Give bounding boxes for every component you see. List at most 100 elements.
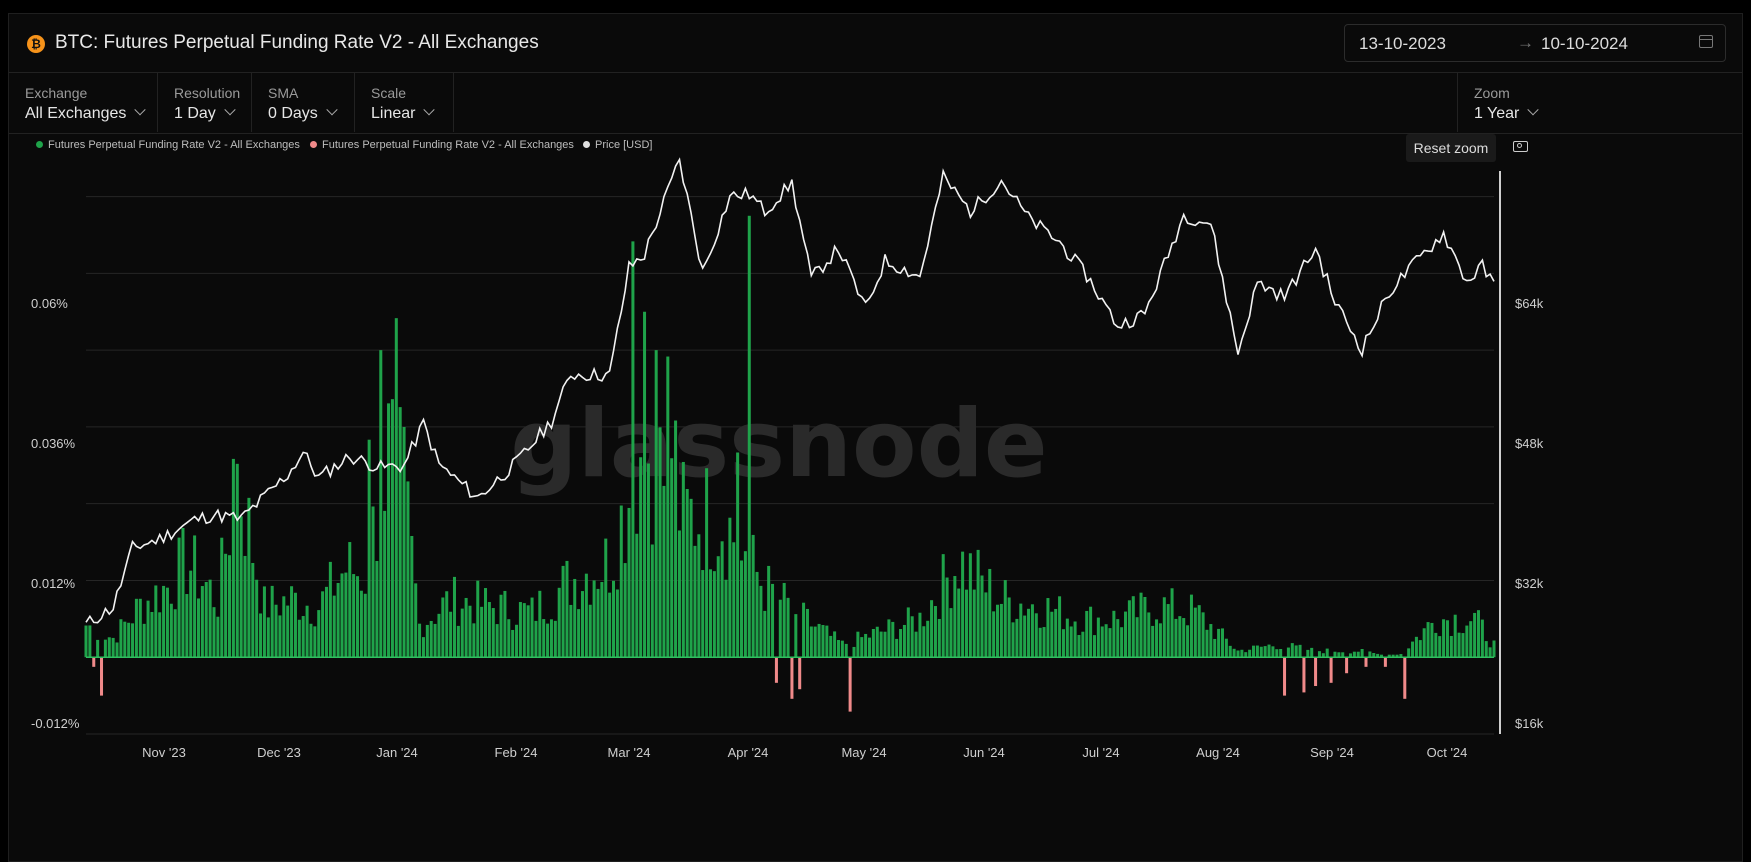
price-line	[85, 157, 1495, 624]
funding-bar-positive	[138, 598, 142, 658]
funding-bar-positive	[1252, 645, 1256, 658]
funding-bar-positive	[930, 600, 934, 658]
legend-item-funding-positive[interactable]: Futures Perpetual Funding Rate V2 - All …	[36, 139, 300, 151]
funding-bar-negative	[1329, 657, 1333, 683]
funding-bar-positive	[1453, 614, 1457, 658]
funding-bar-positive	[1193, 607, 1197, 658]
exchange-select[interactable]: Exchange All Exchanges	[9, 72, 158, 132]
funding-bar-positive	[1317, 651, 1321, 658]
reset-zoom-button[interactable]: Reset zoom	[1406, 134, 1496, 162]
funding-bar-positive	[1337, 652, 1341, 658]
funding-bar-positive	[534, 620, 538, 658]
date-end-input[interactable]: 10-10-2024	[1541, 34, 1628, 53]
x-tick-label: May '24	[841, 745, 887, 760]
scale-select[interactable]: Scale Linear	[355, 72, 454, 132]
sma-label: SMA	[268, 85, 299, 101]
y-right-tick: $16k	[1515, 716, 1544, 731]
funding-bar-positive	[825, 625, 829, 658]
funding-bar-positive	[1352, 651, 1356, 658]
legend-item-price[interactable]: Price [USD]	[583, 139, 652, 151]
funding-bar-positive	[414, 583, 418, 658]
funding-bar-positive	[1380, 654, 1384, 658]
funding-bar-positive	[646, 463, 650, 658]
funding-bar-positive	[313, 626, 317, 658]
funding-bar-positive	[1096, 617, 1100, 658]
funding-bar-positive	[899, 629, 903, 658]
funding-bar-positive	[421, 637, 425, 658]
funding-bar-positive	[1030, 604, 1034, 658]
bitcoin-icon: ₿	[27, 35, 45, 53]
resolution-value[interactable]: 1 Day	[174, 104, 236, 123]
funding-bar-positive	[1376, 653, 1380, 658]
funding-bar-positive	[402, 426, 406, 658]
y-right-tick: $32k	[1515, 576, 1544, 591]
x-tick-label: Jan '24	[376, 745, 418, 760]
funding-bar-positive	[181, 527, 185, 658]
funding-bar-positive	[131, 623, 135, 658]
funding-bar-positive	[1108, 628, 1112, 658]
funding-bar-positive	[1263, 646, 1267, 658]
y-left-tick: 0.036%	[31, 436, 76, 451]
funding-bar-positive	[293, 592, 297, 658]
funding-bar-positive	[1220, 628, 1224, 658]
funding-bar-positive	[418, 623, 422, 658]
funding-bar-positive	[224, 553, 228, 658]
camera-icon[interactable]	[1513, 141, 1528, 152]
funding-bar-positive	[910, 616, 914, 658]
funding-bar-negative	[92, 657, 96, 667]
date-start-input[interactable]: 13-10-2023	[1359, 34, 1446, 53]
funding-bar-positive	[1054, 608, 1058, 658]
funding-bar-positive	[495, 624, 499, 658]
funding-bar-positive	[1011, 622, 1015, 658]
funding-bar-positive	[592, 580, 596, 658]
funding-bar-positive	[1015, 618, 1019, 658]
funding-bar-positive	[115, 642, 119, 658]
funding-bar-positive	[1434, 632, 1438, 658]
funding-bar-positive	[1147, 612, 1151, 658]
funding-bar-positive	[142, 623, 146, 658]
funding-bar-positive	[1205, 629, 1209, 658]
funding-bar-positive	[836, 640, 840, 658]
funding-bar-positive	[235, 463, 239, 658]
funding-bar-positive	[1321, 653, 1325, 658]
funding-bar-positive	[612, 580, 616, 658]
sma-value[interactable]: 0 Days	[268, 104, 338, 123]
funding-bar-positive	[1050, 611, 1054, 658]
zoom-value[interactable]: 1 Year	[1474, 104, 1540, 123]
funding-bar-positive	[1279, 648, 1283, 658]
funding-bar-positive	[1027, 608, 1031, 658]
resolution-select[interactable]: Resolution 1 Day	[158, 72, 252, 132]
funding-bar-positive	[1271, 646, 1275, 658]
funding-bar-positive	[1100, 626, 1104, 658]
y-right-tick: $64k	[1515, 296, 1544, 311]
calendar-icon[interactable]	[1699, 35, 1713, 48]
funding-bar-positive	[150, 611, 154, 658]
exchange-label: Exchange	[25, 85, 88, 101]
funding-bar-positive	[662, 485, 666, 658]
funding-bar-positive	[844, 643, 848, 658]
funding-bar-positive	[425, 624, 429, 658]
funding-bar-positive	[945, 577, 949, 658]
funding-bar-positive	[375, 560, 379, 658]
funding-bar-positive	[833, 631, 837, 658]
funding-bar-positive	[654, 350, 658, 658]
funding-bar-positive	[286, 605, 290, 658]
funding-bar-positive	[681, 461, 685, 658]
exchange-value[interactable]: All Exchanges	[25, 104, 147, 123]
funding-bar-positive	[949, 608, 953, 658]
funding-bar-positive	[619, 505, 623, 658]
x-tick-label: Dec '23	[257, 745, 301, 760]
zoom-select[interactable]: Zoom 1 Year	[1457, 72, 1742, 132]
funding-bar-positive	[1488, 647, 1492, 658]
funding-bar-positive	[1290, 643, 1294, 658]
funding-bar-positive	[1046, 598, 1050, 658]
funding-bar-positive	[615, 589, 619, 658]
scale-value[interactable]: Linear	[371, 104, 436, 123]
funding-bar-positive	[1414, 636, 1418, 658]
funding-bar-positive	[251, 562, 255, 658]
sma-select[interactable]: SMA 0 Days	[252, 72, 355, 132]
legend-item-funding-negative[interactable]: Futures Perpetual Funding Rate V2 - All …	[310, 139, 574, 151]
date-range-picker[interactable]: 13-10-2023 → 10-10-2024	[1344, 24, 1726, 62]
funding-bar-positive	[1038, 627, 1042, 658]
y-left-tick: 0.012%	[31, 576, 76, 591]
